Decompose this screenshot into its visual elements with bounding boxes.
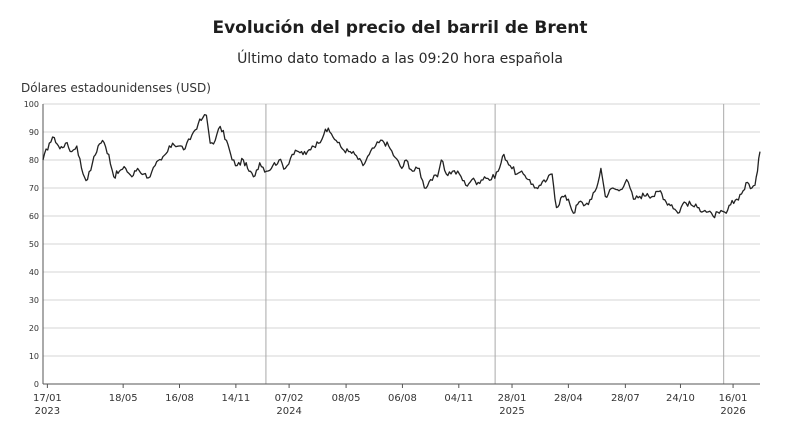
x-tick-label: 08/05	[332, 393, 361, 404]
x-tick-year-label: 2024	[276, 406, 301, 417]
brent-price-series-line	[42, 113, 761, 219]
x-tick-label: 17/01	[33, 393, 62, 404]
y-tick-label: 30	[29, 296, 39, 305]
axis-layer	[42, 104, 760, 388]
grid-layer	[43, 103, 760, 385]
x-tick-label: 28/01	[498, 393, 527, 404]
chart-title: Evolución del precio del barril de Brent	[212, 18, 588, 38]
y-tick-label: 80	[29, 156, 39, 165]
y-tick-label: 60	[29, 212, 39, 221]
x-tick-label: 24/10	[666, 393, 695, 404]
y-tick-label: 90	[29, 128, 39, 137]
x-tick-label: 06/08	[388, 393, 417, 404]
x-tick-label: 14/11	[221, 393, 250, 404]
x-tick-label: 16/01	[719, 393, 748, 404]
y-tick-label: 70	[29, 184, 39, 193]
x-tick-year-label: 2025	[499, 406, 524, 417]
x-tick-label: 07/02	[275, 393, 304, 404]
x-tick-label: 04/11	[444, 393, 473, 404]
y-tick-label: 10	[29, 352, 39, 361]
series-layer	[42, 113, 761, 219]
y-tick-label: 20	[29, 324, 39, 333]
y-tick-label: 0	[34, 380, 39, 389]
x-tick-label: 28/07	[611, 393, 640, 404]
y-tick-label: 100	[24, 100, 39, 109]
y-axis-label: Dólares estadounidenses (USD)	[21, 81, 211, 95]
label-layer: 0 10 20 30 40 50 60 70 80 90 100 17/01 2023 18/05 16/0…	[24, 100, 748, 417]
y-tick-label: 50	[29, 240, 39, 249]
y-tick-label: 40	[29, 268, 39, 277]
x-tick-year-label: 2023	[35, 406, 60, 417]
x-tick-year-label: 2026	[720, 406, 745, 417]
x-tick-label: 18/05	[109, 393, 138, 404]
x-tick-label: 16/08	[165, 393, 194, 404]
x-tick-label: 28/04	[554, 393, 583, 404]
chart-subtitle: Último dato tomado a las 09:20 hora espa…	[237, 51, 563, 67]
